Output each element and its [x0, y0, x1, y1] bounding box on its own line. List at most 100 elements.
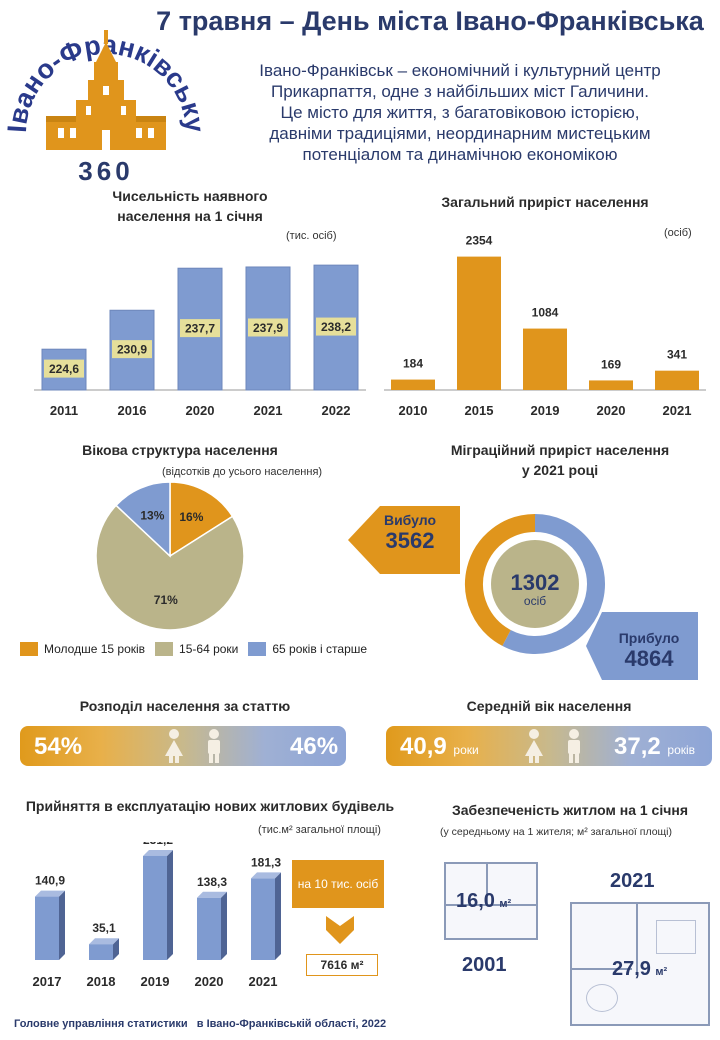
housing-unit: (тис.м² загальної площі): [258, 824, 381, 836]
growth-value-label: 341: [667, 348, 687, 362]
housing-chart: 140,9 2017 35,1 2018 231,2 2019 138,3 2020 181,3…: [33, 842, 282, 989]
intro-line: потенціалом та динамічною економікою: [302, 145, 618, 164]
per-capita-box: на 10 тис. осіб: [292, 860, 384, 908]
population-value-box: [44, 359, 84, 378]
growth-bar: [391, 379, 435, 390]
migration-donut-segment: [502, 514, 605, 654]
age-pie-chart: 16% 71% 13%: [95, 481, 245, 631]
dwelling-2001-number: 16,0: [456, 890, 495, 912]
migration-title-line1: Міграційний приріст населення: [450, 442, 670, 458]
page-title: 7 травня – День міста Івано-Франківська: [156, 6, 704, 36]
housing-bar-side: [167, 849, 173, 960]
growth-bar: [457, 256, 501, 390]
female-icon: [525, 729, 543, 763]
migration-center: 1302 осіб: [495, 570, 575, 608]
growth-year-label: 2021: [663, 403, 692, 418]
per-capita-value-box: 7616 м²: [306, 954, 378, 976]
intro-text: Івано-Франківськ – економічний і культур…: [210, 60, 710, 165]
legend-item: 65 років і старше: [248, 642, 367, 656]
housing-bar-side: [221, 891, 227, 960]
population-value-box: [316, 317, 356, 336]
housing-bar: [35, 896, 59, 960]
housing-bar: [143, 855, 167, 960]
pie-slice: [95, 504, 245, 631]
age-legend: Молодше 15 років 15-64 роки 65 років і с…: [20, 642, 377, 656]
per-capita-label: на 10 тис. осіб: [297, 877, 379, 891]
age-unit: (відсотків до усього населення): [162, 466, 323, 478]
inflow-text: Прибуло: [618, 630, 680, 646]
outflow-value: 3562: [385, 528, 435, 553]
legend-label: 15-64 роки: [179, 642, 239, 656]
dwelling-2021-unit: м²: [655, 966, 668, 978]
male-median-age-unit: років: [667, 743, 696, 757]
growth-year-label: 2020: [597, 403, 626, 418]
intro-line: давніми традиціями, неординарним мистець…: [269, 124, 651, 143]
housing-bar: [89, 944, 113, 960]
population-value-label: 238,2: [321, 320, 351, 334]
inflow-value: 4864: [624, 646, 674, 671]
population-chart-title: Чисельність наявного населення на 1 січн…: [90, 186, 290, 226]
growth-bar: [523, 328, 567, 390]
housing-bar-top: [89, 938, 119, 945]
housing-bar-top: [35, 890, 65, 897]
male-median-age: 37,2 років: [614, 733, 695, 761]
dwelling-2021-number: 27,9: [612, 958, 651, 980]
population-title-line2: населення на 1 січня: [117, 208, 263, 224]
population-value-label: 237,9: [253, 321, 283, 335]
net-migration-value: 1302: [510, 570, 560, 595]
legend-item: 15-64 роки: [155, 642, 238, 656]
female-median-age-value: 40,9: [400, 733, 447, 760]
intro-line: Прикарпаття, одне з найбільших міст Гали…: [270, 82, 650, 101]
dwelling-2001-unit: м²: [499, 898, 512, 910]
housing-bar-side: [275, 872, 281, 960]
legend-swatch: [20, 642, 38, 656]
housing-value-label: 35,1: [92, 921, 116, 935]
growth-bar: [655, 370, 699, 390]
population-year-label: 2022: [322, 403, 351, 418]
housing-year-label: 2020: [195, 974, 224, 989]
median-age-icons: [525, 729, 580, 763]
housing-value-label: 140,9: [35, 874, 65, 888]
housing-value-label: 231,2: [143, 842, 173, 847]
population-year-label: 2021: [254, 403, 283, 418]
housing-bar-top: [143, 849, 173, 856]
migration-chart: [348, 506, 698, 680]
intro-line: Івано-Франківськ – економічний і культур…: [259, 61, 661, 80]
male-icon: [568, 729, 580, 763]
population-value-box: [180, 319, 220, 338]
legend-swatch: [248, 642, 267, 656]
housing-title: Прийняття в експлуатацію нових житлових …: [25, 798, 395, 814]
growth-chart-title: Загальний приріст населення: [441, 194, 649, 210]
female-icon: [165, 729, 183, 763]
growth-value-label: 184: [403, 357, 423, 371]
growth-value-label: 2354: [466, 234, 493, 248]
population-value-label: 230,9: [117, 343, 147, 357]
population-value-box: [248, 318, 288, 337]
legend-label: 65 років і старше: [272, 642, 368, 656]
growth-bar: [589, 380, 633, 390]
pie-slice-label: 13%: [140, 508, 164, 522]
down-arrow-icon: [326, 916, 354, 944]
dwelling-2001-year: 2001: [462, 954, 507, 976]
dwelling-2001-value: 16,0 м²: [456, 890, 511, 913]
median-age-bar: [386, 726, 712, 766]
legend-label: Молодше 15 років: [44, 642, 146, 656]
housing-year-label: 2017: [33, 974, 62, 989]
female-median-age: 40,9 роки: [400, 733, 479, 761]
migration-title: Міграційний приріст населення у 2021 роц…: [420, 440, 700, 480]
male-median-age-value: 37,2: [614, 733, 661, 760]
flat-plan-2021: [570, 902, 710, 1026]
pie-slice-label: 71%: [154, 593, 178, 607]
dwelling-2021-year: 2021: [610, 870, 655, 892]
male-icon: [208, 729, 220, 763]
inflow-label: Прибуло 4864: [606, 630, 692, 672]
footer-source: Головне управління статистики в Івано-Фр…: [14, 1018, 387, 1030]
growth-chart: 184 2010 2354 2015 1084 2019 169 2020 341 2021: [384, 234, 706, 418]
flat-plan-2001: [444, 862, 538, 940]
housing-year-label: 2018: [87, 974, 116, 989]
outflow-arrow: [348, 506, 460, 574]
gender-title: Розподіл населення за статтю: [79, 698, 291, 714]
housing-bar-side: [113, 938, 119, 960]
housing-bar-top: [197, 891, 227, 898]
net-migration-unit: осіб: [523, 594, 547, 608]
